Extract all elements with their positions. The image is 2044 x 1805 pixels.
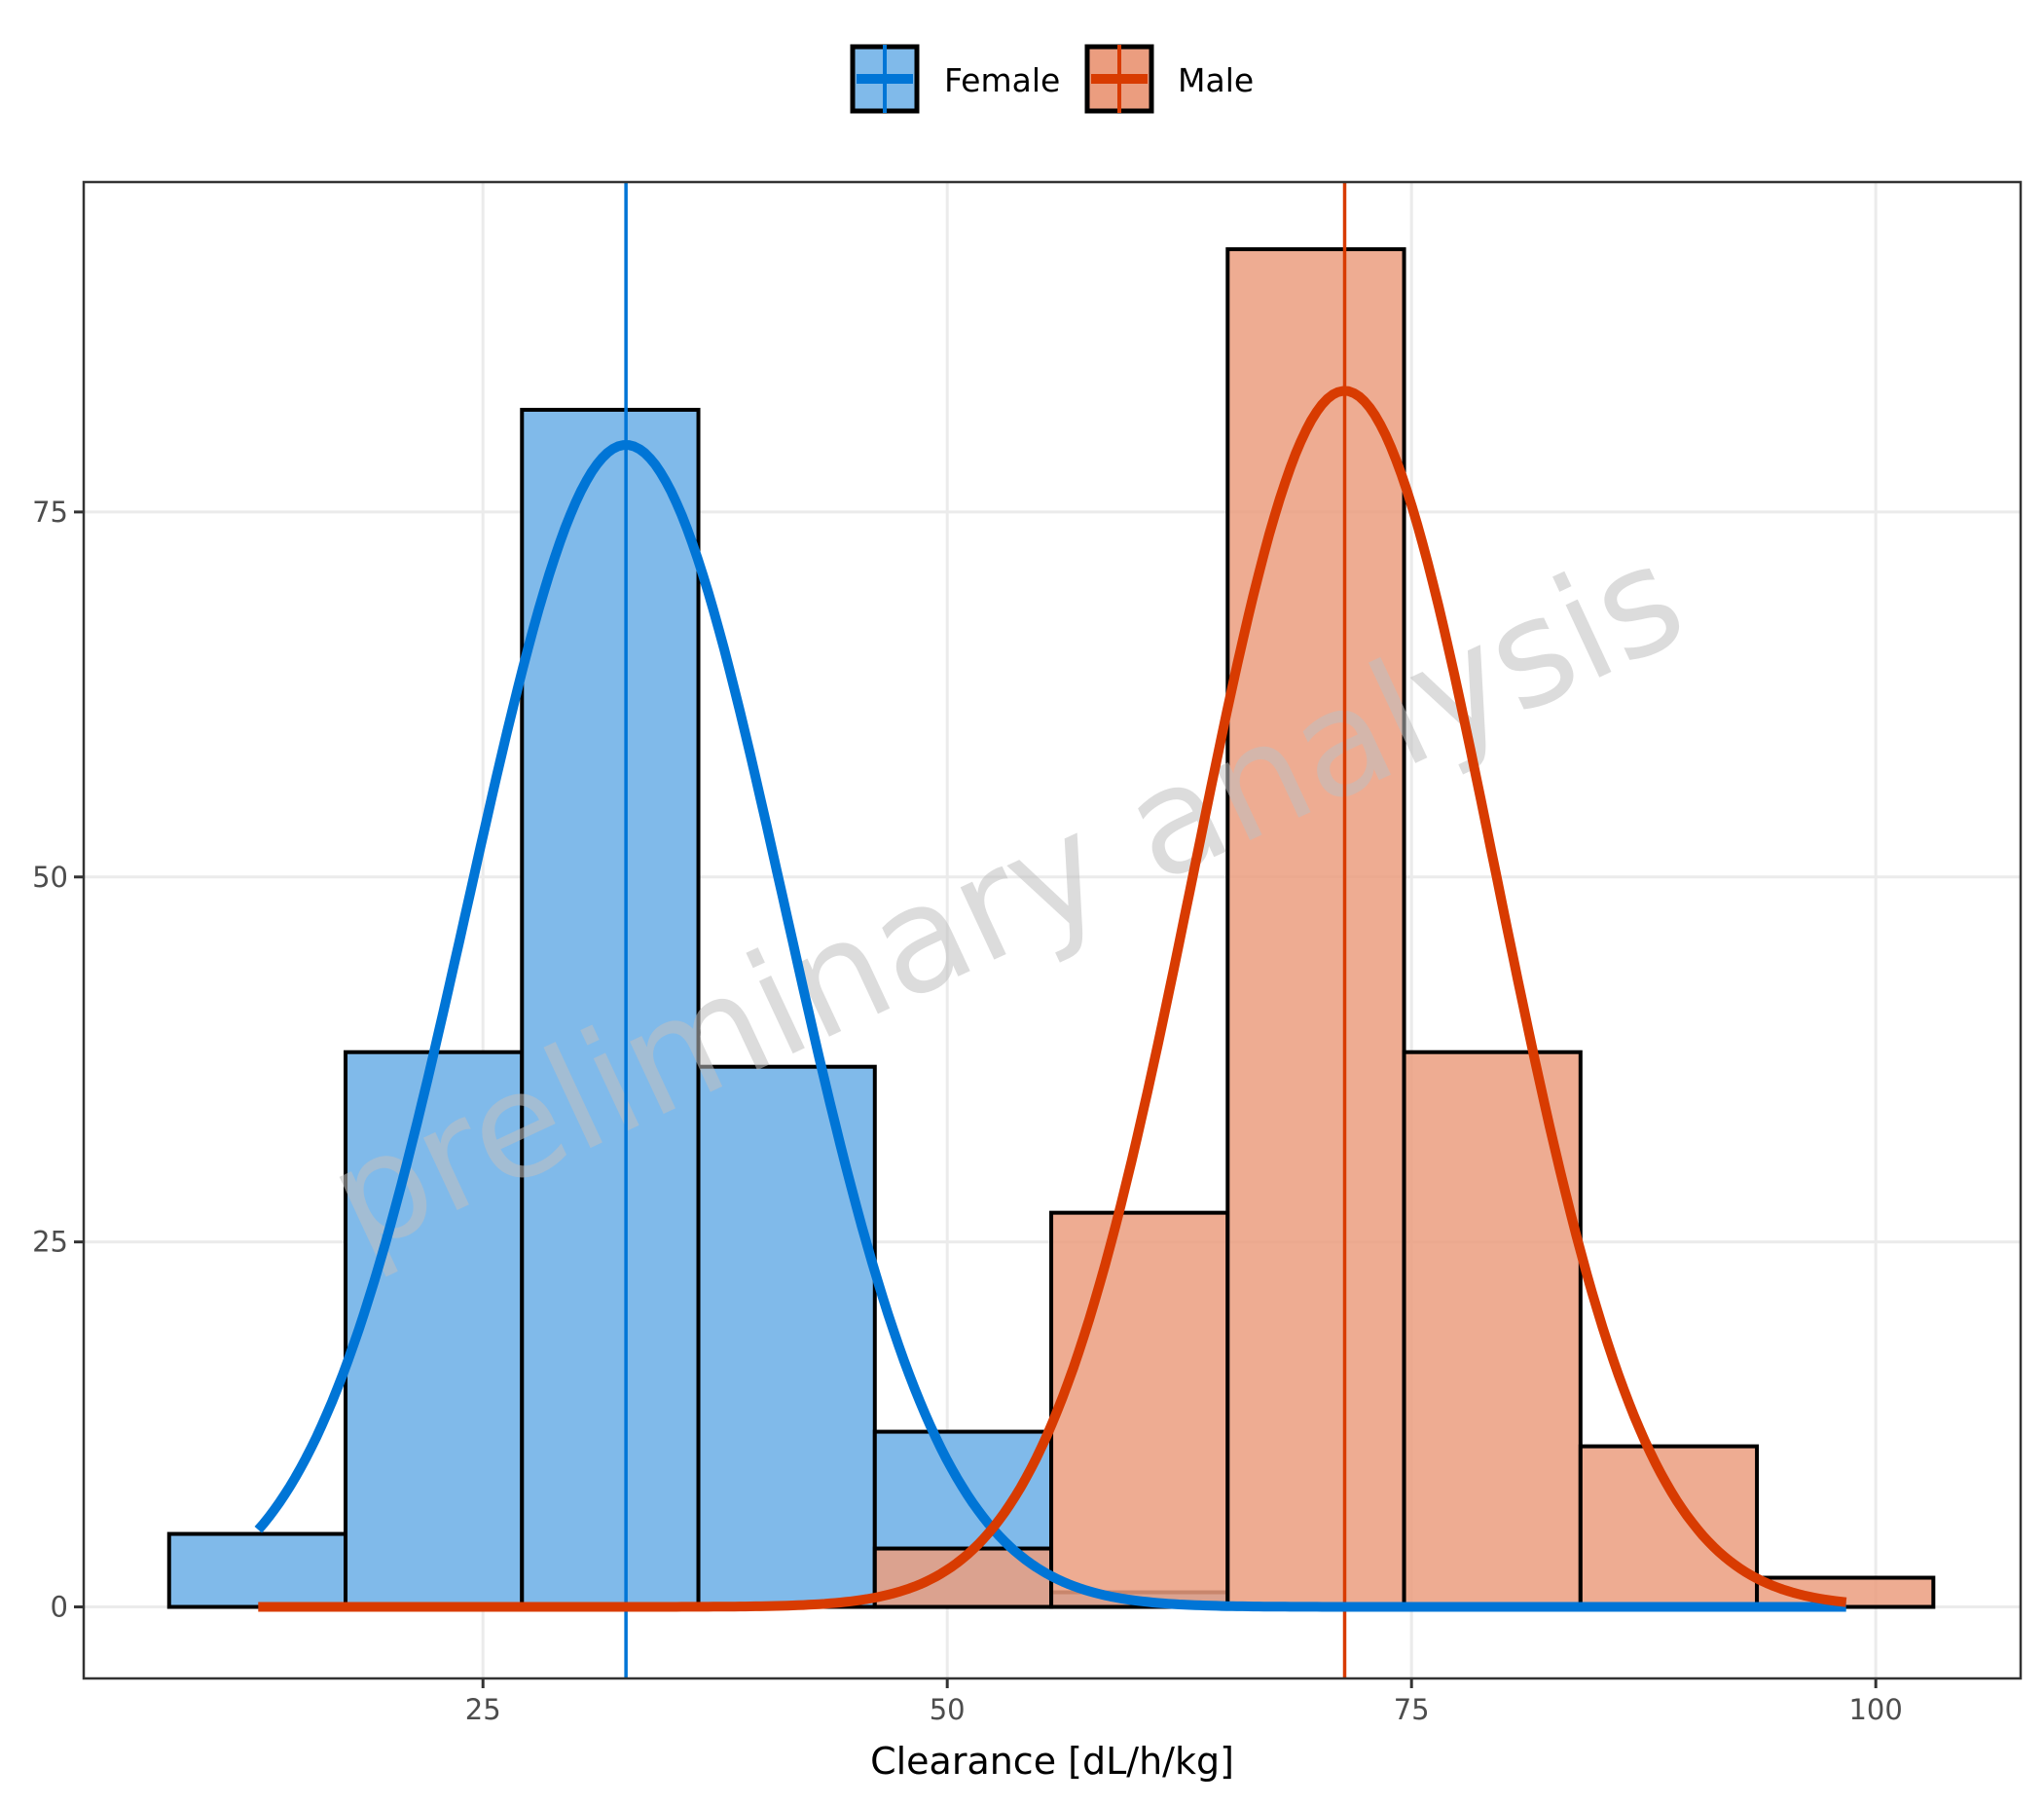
x-tick-label: 50 [930,1693,966,1726]
y-tick-label: 0 [51,1591,68,1624]
x-tick-label: 25 [465,1693,501,1726]
legend-item-female[interactable]: Female [850,44,1060,114]
legend: Female Male [850,44,1254,114]
histogram-bar [1049,1210,1230,1609]
y-axis: 0 25 50 75 [32,496,84,1624]
mean-lines [624,182,1347,1678]
legend-label-male: Male [1178,61,1254,99]
x-axis: 25 50 75 100 [465,1678,1903,1726]
y-tick-label: 75 [32,496,68,529]
density-curves [254,386,1847,1612]
histogram-bar [696,1064,877,1609]
legend-label-female: Female [944,61,1060,99]
x-tick-label: 75 [1394,1693,1430,1726]
histogram-bar [1225,246,1406,1609]
histogram-bar [166,1531,348,1609]
histogram-bar [1578,1444,1760,1609]
male-bars [872,246,1936,1609]
panel-border [82,180,2023,1680]
y-tick-label: 50 [32,861,68,894]
legend-item-male[interactable]: Male [1084,44,1254,114]
x-axis-title: Clearance [dL/h/kg] [870,1740,1234,1783]
x-tick-label: 100 [1848,1693,1902,1726]
histogram-bar [344,1050,525,1609]
y-tick-label: 25 [32,1226,68,1259]
